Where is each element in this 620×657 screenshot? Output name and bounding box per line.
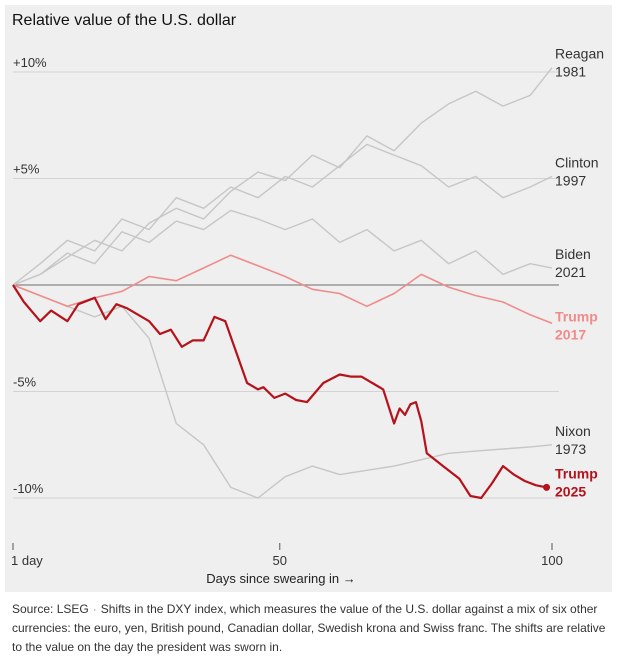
- series-label-trump-2025-line2: 2025: [555, 483, 586, 499]
- series-label-clinton-1997-line1: Clinton: [555, 154, 599, 170]
- series-label-reagan-1981-line2: 1981: [555, 64, 586, 80]
- x-tick-label: 1 day: [11, 553, 43, 568]
- series-label-trump-2025-line1: Trump: [555, 465, 598, 481]
- series-label-trump-2017-line1: Trump: [555, 308, 598, 324]
- y-tick-label: -10%: [13, 481, 44, 496]
- series-label-nixon-1973-line1: Nixon: [555, 423, 591, 439]
- source-description: Shifts in the DXY index, which measures …: [12, 602, 606, 654]
- series-line-trump-2025: [12, 284, 547, 500]
- series-label-reagan-1981-line1: Reagan: [555, 46, 604, 62]
- series-line-reagan-1981: [12, 67, 553, 286]
- source-note: Source: LSEG · Shifts in the DXY index, wh…: [12, 600, 610, 657]
- line-chart: +10% +5% -5% -10% 1 day 50 100 Days since swear…: [11, 46, 604, 586]
- series-label-clinton-1997-line2: 1997: [555, 172, 586, 188]
- chart-panel: +10% +5% -5% -10% 1 day 50 100 Days since swear…: [5, 5, 612, 592]
- end-marker-trump-2025: [543, 483, 551, 491]
- y-tick-label: +5%: [13, 162, 40, 177]
- series-label-biden-2021-line1: Biden: [555, 246, 591, 262]
- series-label-trump-2017-line2: 2017: [555, 326, 586, 342]
- series-line-clinton-1997: [12, 143, 553, 286]
- chart-title: Relative value of the U.S. dollar: [12, 12, 237, 29]
- y-tick-label: +10%: [13, 55, 47, 70]
- x-tick-label: 100: [541, 553, 563, 568]
- series-line-trump-2017: [12, 254, 553, 325]
- series-line-biden-2021: [12, 209, 553, 286]
- y-tick-label: -5%: [13, 375, 37, 390]
- source-separator: ·: [92, 602, 97, 616]
- series-label-biden-2021-line2: 2021: [555, 264, 586, 280]
- x-tick-label: 50: [273, 553, 287, 568]
- series-label-nixon-1973-line2: 1973: [555, 441, 586, 457]
- x-axis-label: Days since swearing in →: [206, 571, 356, 586]
- source-label: Source: LSEG: [12, 602, 89, 616]
